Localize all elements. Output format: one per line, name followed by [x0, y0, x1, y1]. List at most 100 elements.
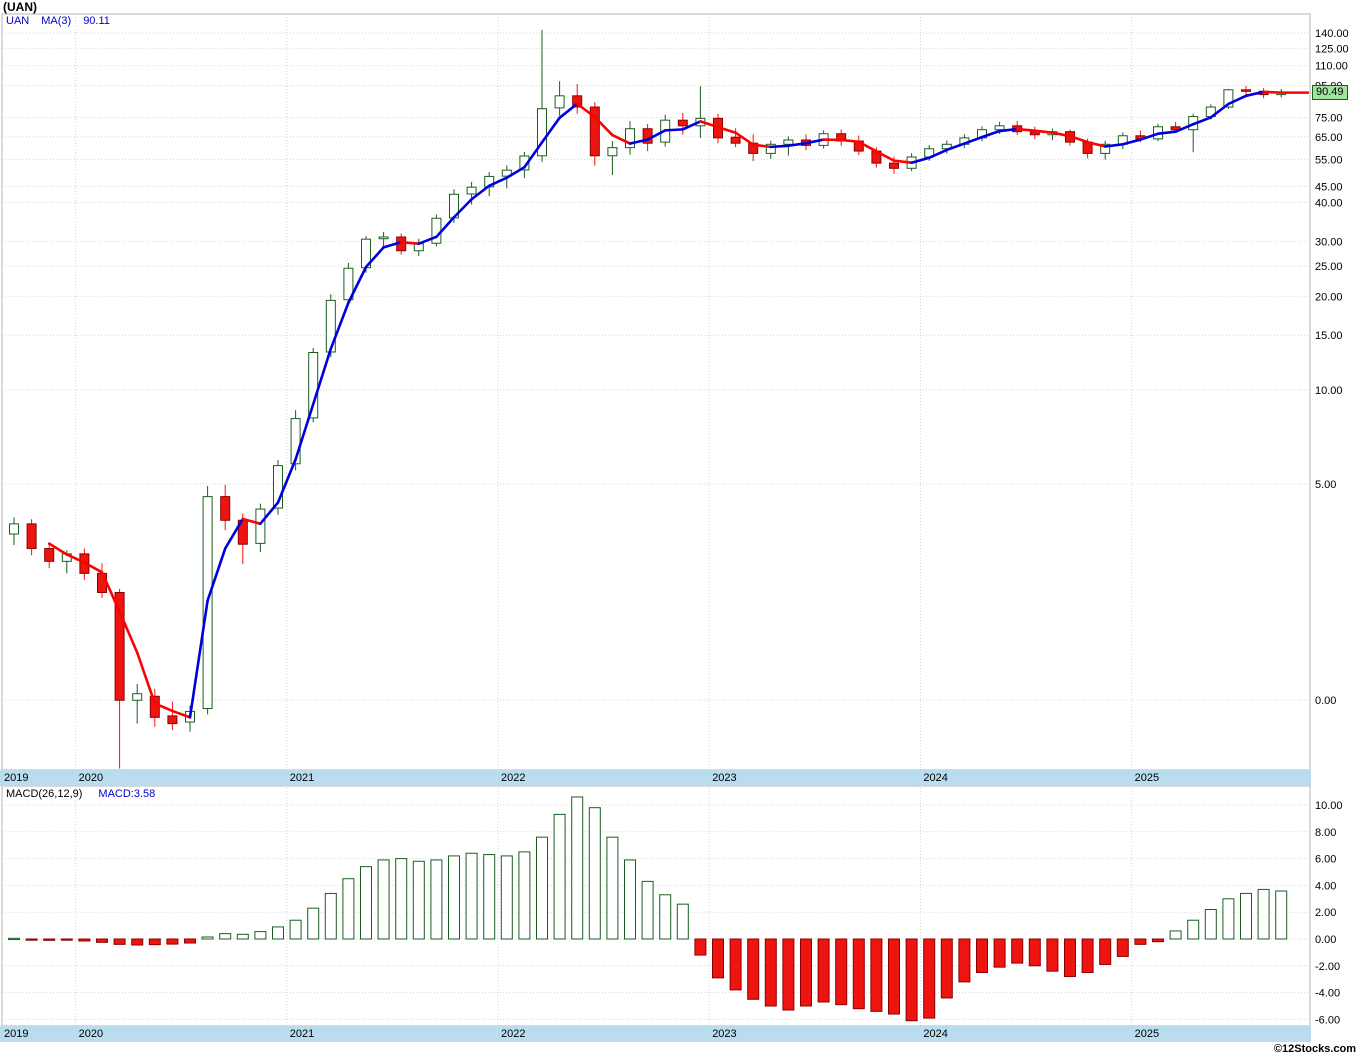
year-label: 2022 [501, 1028, 526, 1040]
macd-legend: MACD(26,12,9) MACD:3.58 [6, 788, 155, 800]
year-label: 2024 [923, 772, 948, 784]
macd-bar [78, 938, 91, 942]
candle [572, 95, 583, 108]
macd-bar [1134, 938, 1147, 945]
macd-bar [8, 937, 20, 941]
macd-bar [324, 892, 337, 940]
macd-axis-label: -2.00 [1315, 961, 1340, 973]
macd-bar [25, 938, 38, 941]
macd-bar [958, 938, 971, 983]
year-label: 2019 [4, 772, 29, 784]
macd-bar [676, 903, 689, 940]
legend-ma-value: 90.11 [83, 15, 110, 27]
candle [1100, 143, 1111, 154]
price-legend: UAN MA(3) 90.11 [6, 15, 122, 27]
macd-bar [307, 907, 320, 940]
macd-params-label: MACD(26,12,9) [6, 788, 83, 800]
macd-bar [976, 938, 988, 973]
macd-bar [131, 938, 144, 946]
macd-bar [852, 938, 865, 1010]
candle [1223, 89, 1234, 108]
year-label: 2020 [78, 772, 104, 784]
macd-bar [782, 938, 795, 1011]
macd-bar [1204, 909, 1217, 940]
macd-bar [1152, 938, 1164, 943]
macd-bar [1275, 890, 1288, 940]
macd-bar [940, 938, 953, 999]
macd-bar [166, 938, 179, 945]
price-axis-label: 65.00 [1315, 132, 1343, 144]
macd-bar [624, 859, 636, 940]
price-axis-label: 110.00 [1315, 61, 1348, 73]
year-label: 2021 [289, 1028, 315, 1040]
macd-bar [272, 926, 284, 940]
macd-bar [184, 938, 196, 944]
watermark: ©12Stocks.com [1273, 1043, 1356, 1055]
macd-axis-label: 10.00 [1315, 800, 1343, 812]
year-label: 2025 [1134, 1028, 1160, 1040]
price-axis-label: 25.00 [1315, 261, 1343, 273]
macd-bar [588, 807, 601, 940]
price-axis-label: 55.00 [1315, 154, 1343, 166]
macd-bar [377, 859, 390, 940]
macd-bar [1187, 919, 1200, 940]
macd-bar [536, 836, 548, 940]
candle [677, 119, 688, 127]
candle [273, 465, 283, 509]
macd-bar [817, 938, 830, 1003]
macd-bar [1046, 938, 1059, 972]
price-axis-label: 10.00 [1315, 385, 1343, 397]
macd-bar [1240, 892, 1252, 940]
candle [325, 299, 336, 353]
macd-bar [43, 938, 56, 941]
year-label: 2022 [501, 772, 526, 784]
year-label: 2021 [289, 772, 315, 784]
candle [501, 169, 512, 177]
candle [466, 186, 477, 195]
macd-bar [659, 894, 672, 940]
macd-bar [1028, 938, 1041, 967]
year-label: 2023 [712, 1028, 737, 1040]
macd-bar [1222, 898, 1235, 940]
candle [132, 693, 143, 701]
macd-bar [888, 938, 900, 1015]
macd-bar [870, 938, 883, 1012]
macd-axis-label: -6.00 [1315, 1014, 1340, 1026]
macd-bar [1169, 930, 1182, 940]
candle [26, 523, 37, 550]
candle [378, 236, 389, 240]
price-axis-label: 5.00 [1315, 479, 1336, 491]
price-axis-label: 40.00 [1315, 197, 1343, 209]
year-label: 2024 [923, 1028, 948, 1040]
macd-bar [201, 936, 214, 940]
candle [149, 695, 160, 718]
macd-bar [641, 880, 654, 940]
candle [308, 351, 319, 419]
macd-bar [694, 938, 707, 956]
macd-bar [1064, 938, 1076, 978]
macd-bar [1116, 938, 1129, 957]
macd-bar [747, 938, 760, 1000]
ma3-line [47, 90, 1309, 719]
candle [431, 217, 442, 244]
legend-symbol: UAN [6, 15, 30, 27]
macd-bar [236, 933, 249, 940]
price-axis-label: 15.00 [1315, 330, 1343, 342]
macd-bar [835, 938, 848, 1006]
macd-bar [289, 919, 302, 940]
macd-bar [518, 851, 531, 940]
macd-bar [1081, 938, 1094, 973]
macd-bar [148, 938, 161, 946]
macd-bar [430, 859, 443, 940]
year-label: 2023 [712, 772, 737, 784]
macd-bar [96, 938, 108, 943]
candle [44, 548, 55, 562]
price-axis-label: 30.00 [1315, 236, 1343, 248]
macd-current-value: MACD:3.58 [98, 788, 156, 800]
macd-axis-label: -4.00 [1315, 988, 1340, 1000]
macd-bar [113, 938, 126, 945]
candle [343, 267, 354, 301]
price-axis-label: 0.00 [1315, 695, 1336, 707]
macd-bar [553, 813, 566, 940]
